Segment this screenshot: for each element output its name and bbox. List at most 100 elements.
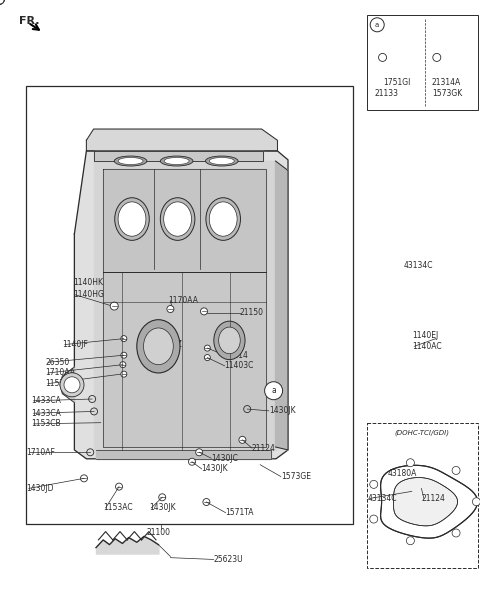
Text: 1140JF: 1140JF [62,340,88,349]
Text: 21150: 21150 [240,308,264,317]
Ellipse shape [137,320,180,373]
Text: 1153AC: 1153AC [103,503,133,513]
Text: 1152AA: 1152AA [46,379,75,388]
Polygon shape [96,450,271,459]
Text: 1430JD: 1430JD [26,484,54,493]
Circle shape [407,537,414,545]
Text: 21314A: 21314A [432,78,461,88]
Ellipse shape [164,157,189,165]
Polygon shape [103,272,266,447]
Circle shape [264,382,283,400]
Circle shape [203,498,210,506]
Circle shape [60,373,84,397]
Ellipse shape [118,202,146,236]
Circle shape [370,515,378,523]
Polygon shape [94,161,276,450]
Circle shape [0,0,4,4]
Circle shape [472,498,480,506]
Text: 21124: 21124 [252,443,276,453]
Circle shape [189,458,195,465]
Circle shape [121,371,127,377]
Text: 26350: 26350 [46,358,70,367]
Text: 1573GE: 1573GE [281,472,311,481]
Circle shape [159,494,166,501]
Text: 21133: 21133 [374,89,398,98]
Polygon shape [86,129,277,151]
Ellipse shape [209,157,234,165]
Bar [367,15,478,110]
Text: FR.: FR. [19,15,40,25]
Text: 1710AF: 1710AF [26,448,55,457]
Text: (DOHC-TCI/GDI): (DOHC-TCI/GDI) [395,429,450,436]
Circle shape [121,336,127,342]
Circle shape [0,0,4,4]
Circle shape [0,0,4,4]
Text: 1170AA: 1170AA [168,296,198,305]
Text: 21114: 21114 [225,350,249,360]
Ellipse shape [218,327,240,353]
Text: a: a [375,22,379,28]
Circle shape [158,332,164,338]
Text: 1433CA: 1433CA [31,408,61,418]
Polygon shape [74,151,288,459]
Circle shape [64,377,80,393]
Text: 1571TA: 1571TA [226,508,254,517]
Circle shape [196,449,203,456]
Text: 1153CB: 1153CB [31,419,61,429]
Text: 25623U: 25623U [214,555,243,564]
Circle shape [204,355,210,361]
Text: 1751GI: 1751GI [383,78,410,88]
Bar [26,86,353,524]
Circle shape [452,466,460,474]
Ellipse shape [164,202,192,236]
Polygon shape [394,478,457,526]
Circle shape [407,459,414,466]
Circle shape [204,345,210,351]
Ellipse shape [160,156,193,166]
Text: 21124: 21124 [421,494,445,503]
Circle shape [81,475,87,482]
Circle shape [239,436,246,443]
Text: 1140HK: 1140HK [73,278,103,288]
Polygon shape [94,151,263,161]
Circle shape [0,0,4,4]
Circle shape [116,483,122,490]
Circle shape [121,352,127,358]
Circle shape [0,0,4,4]
Ellipse shape [205,156,238,166]
Ellipse shape [214,321,245,359]
Polygon shape [60,367,74,403]
Text: 1140AC: 1140AC [412,342,442,351]
Ellipse shape [114,156,147,166]
Circle shape [0,0,4,4]
Polygon shape [103,169,266,272]
Circle shape [201,308,207,315]
Circle shape [120,362,126,368]
Text: 11403C: 11403C [225,361,254,371]
Polygon shape [276,161,288,450]
Text: 43180A: 43180A [388,469,417,478]
Text: 1430JK: 1430JK [269,406,295,416]
Text: 1573GK: 1573GK [432,89,462,98]
Circle shape [110,302,118,310]
Ellipse shape [160,198,195,240]
Ellipse shape [209,202,237,236]
Text: 1430JK: 1430JK [149,503,175,513]
Text: 21100: 21100 [146,528,170,538]
Circle shape [167,305,174,313]
Circle shape [0,0,4,4]
Circle shape [370,480,378,488]
Ellipse shape [206,198,240,240]
Text: 1430JC: 1430JC [211,453,238,463]
Circle shape [452,529,460,537]
Text: 43134C: 43134C [403,260,432,270]
Text: a: a [271,386,276,395]
Text: 1140EJ: 1140EJ [412,330,438,340]
Circle shape [370,18,384,32]
Text: 43134C: 43134C [367,494,396,503]
Text: 1140HG: 1140HG [73,290,104,300]
Text: 1140FZ: 1140FZ [154,340,182,349]
Text: 1710AA: 1710AA [46,368,75,378]
Text: 1430JK: 1430JK [202,464,228,474]
Polygon shape [381,465,478,538]
